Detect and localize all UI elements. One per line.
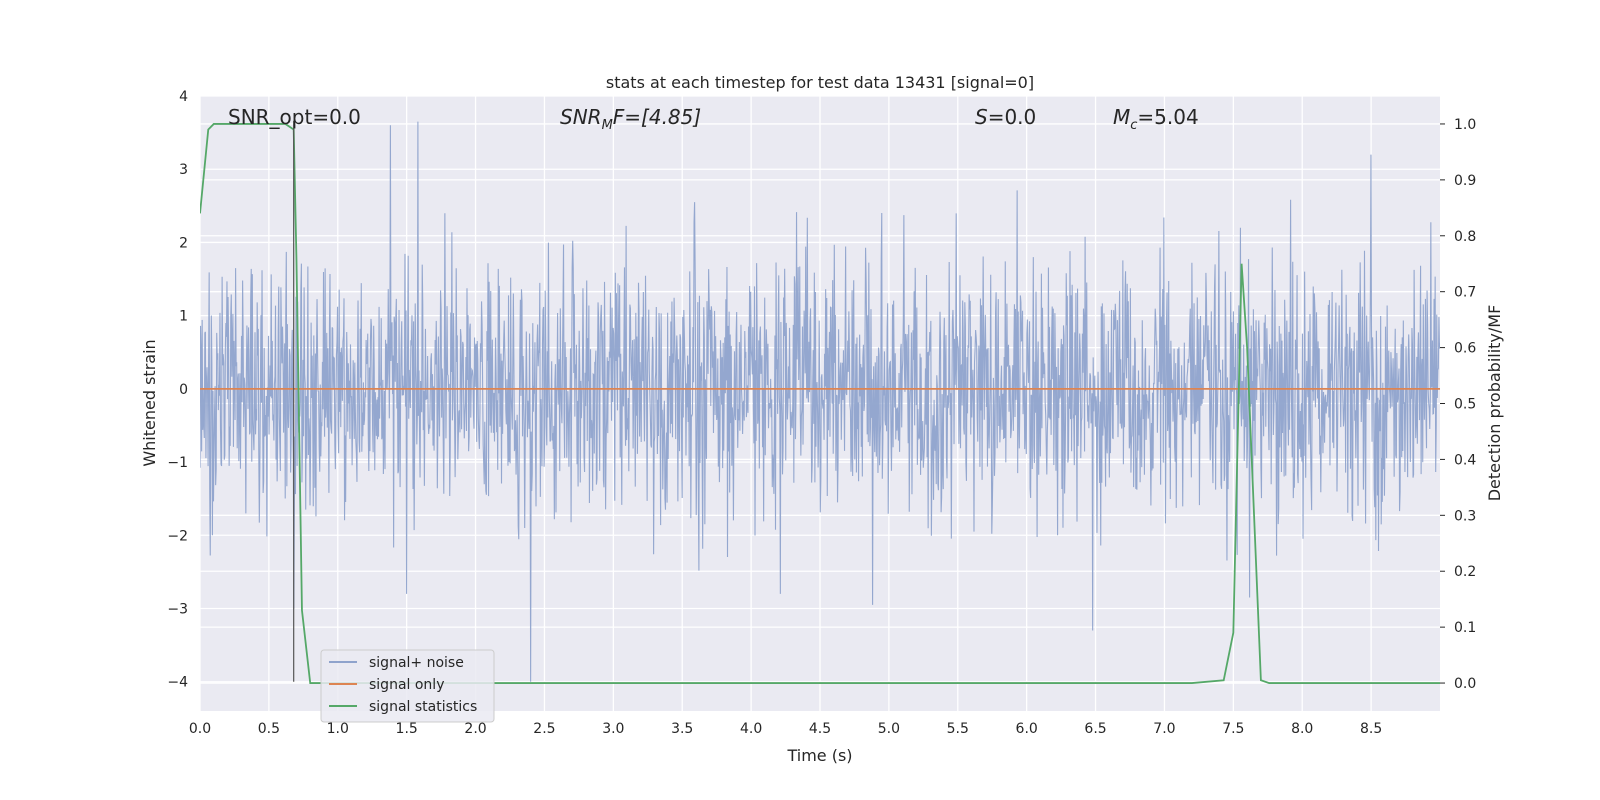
annotation-mc: Mc=5.04 — [1113, 105, 1199, 133]
x-tick-label: 3.0 — [602, 721, 624, 737]
x-tick-label: 8.5 — [1360, 721, 1382, 737]
x-tick-label: 2.5 — [533, 721, 555, 737]
annotation-snr-mf-main: SNR — [560, 105, 602, 129]
annotation-s-rest: =0.0 — [988, 105, 1037, 129]
chart-title: stats at each timestep for test data 134… — [606, 73, 1034, 92]
y-tick-label: −3 — [167, 602, 188, 618]
legend-label-signal-statistics: signal statistics — [369, 699, 477, 715]
annotation-snr-mf-sub: M — [602, 118, 613, 133]
x-tick-label: 4.5 — [809, 721, 831, 737]
y2-tick-label: 0.5 — [1454, 397, 1476, 413]
y2-tick-label: 1.0 — [1454, 117, 1476, 133]
y-tick-label: −4 — [167, 675, 188, 691]
x-tick-label: 7.0 — [1153, 721, 1175, 737]
x-axis-label: Time (s) — [786, 746, 852, 765]
y2-tick-label: 0.1 — [1454, 620, 1476, 636]
y2-tick-label: 0.9 — [1454, 173, 1476, 189]
x-tick-label: 6.0 — [1016, 721, 1038, 737]
x-tick-labels: 0.0 0.5 1.0 1.5 2.0 2.5 3.0 3.5 4.0 4.5 5.0 5.5 6.0 6… — [189, 721, 1382, 737]
y2-tick-label: 0.8 — [1454, 229, 1476, 245]
x-tick-label: 5.0 — [878, 721, 900, 737]
annotation-snr-mf-rest: F=[4.85] — [613, 105, 701, 129]
legend-label-signal-only: signal only — [369, 677, 444, 693]
y-tick-label: 1 — [179, 309, 188, 325]
annotation-mc-rest: =5.04 — [1137, 105, 1198, 129]
y2-tick-label: 0.4 — [1454, 452, 1476, 468]
annotation-mc-sub: c — [1130, 118, 1137, 133]
annotation-s-main: S — [975, 105, 988, 129]
legend-label-signal-noise: signal+ noise — [369, 655, 464, 671]
x-tick-label: 8.0 — [1291, 721, 1313, 737]
x-tick-label: 5.5 — [947, 721, 969, 737]
annotation-snr-mf: SNRMF=[4.85] — [560, 105, 701, 133]
annotation-mc-main: M — [1113, 105, 1130, 129]
y2-tick-label: 0.6 — [1454, 341, 1476, 357]
y2-tick-label: 0.0 — [1454, 676, 1476, 692]
x-tick-label: 2.0 — [464, 721, 486, 737]
x-tick-label: 7.5 — [1222, 721, 1244, 737]
y-tick-labels: 4 3 2 1 0 −1 −2 −3 −4 — [167, 89, 188, 691]
x-tick-label: 1.0 — [327, 721, 349, 737]
annotation-s: S=0.0 — [975, 105, 1036, 129]
x-tick-label: 0.5 — [258, 721, 280, 737]
annotation-snr-opt: SNR_opt=0.0 — [228, 105, 361, 129]
y2-tick-labels: 1.0 0.9 0.8 0.7 0.6 0.5 0.4 0.3 0.2 0.1 0.0 — [1454, 117, 1476, 692]
y-tick-label: 0 — [179, 382, 188, 398]
y-tick-label: −1 — [167, 455, 188, 471]
y-tick-label: 2 — [179, 235, 188, 251]
x-tick-label: 3.5 — [671, 721, 693, 737]
y-axis-label: Whitened strain — [140, 339, 159, 466]
y2-tick-label: 0.2 — [1454, 564, 1476, 580]
y-tick-label: −2 — [167, 528, 188, 544]
y2-axis-label: Detection probability/MF — [1485, 305, 1504, 502]
x-tick-label: 0.0 — [189, 721, 211, 737]
x-tick-label: 6.5 — [1084, 721, 1106, 737]
legend: signal+ noise signal only signal statist… — [320, 649, 495, 723]
y-tick-label: 3 — [179, 162, 188, 178]
series-line-signal-noise — [200, 121, 1440, 682]
x-tick-label: 4.0 — [740, 721, 762, 737]
y2-tick-label: 0.3 — [1454, 508, 1476, 524]
y-tick-label: 4 — [179, 89, 188, 105]
y2-tick-label: 0.7 — [1454, 285, 1476, 301]
x-tick-label: 1.5 — [396, 721, 418, 737]
legend-box — [320, 649, 495, 723]
